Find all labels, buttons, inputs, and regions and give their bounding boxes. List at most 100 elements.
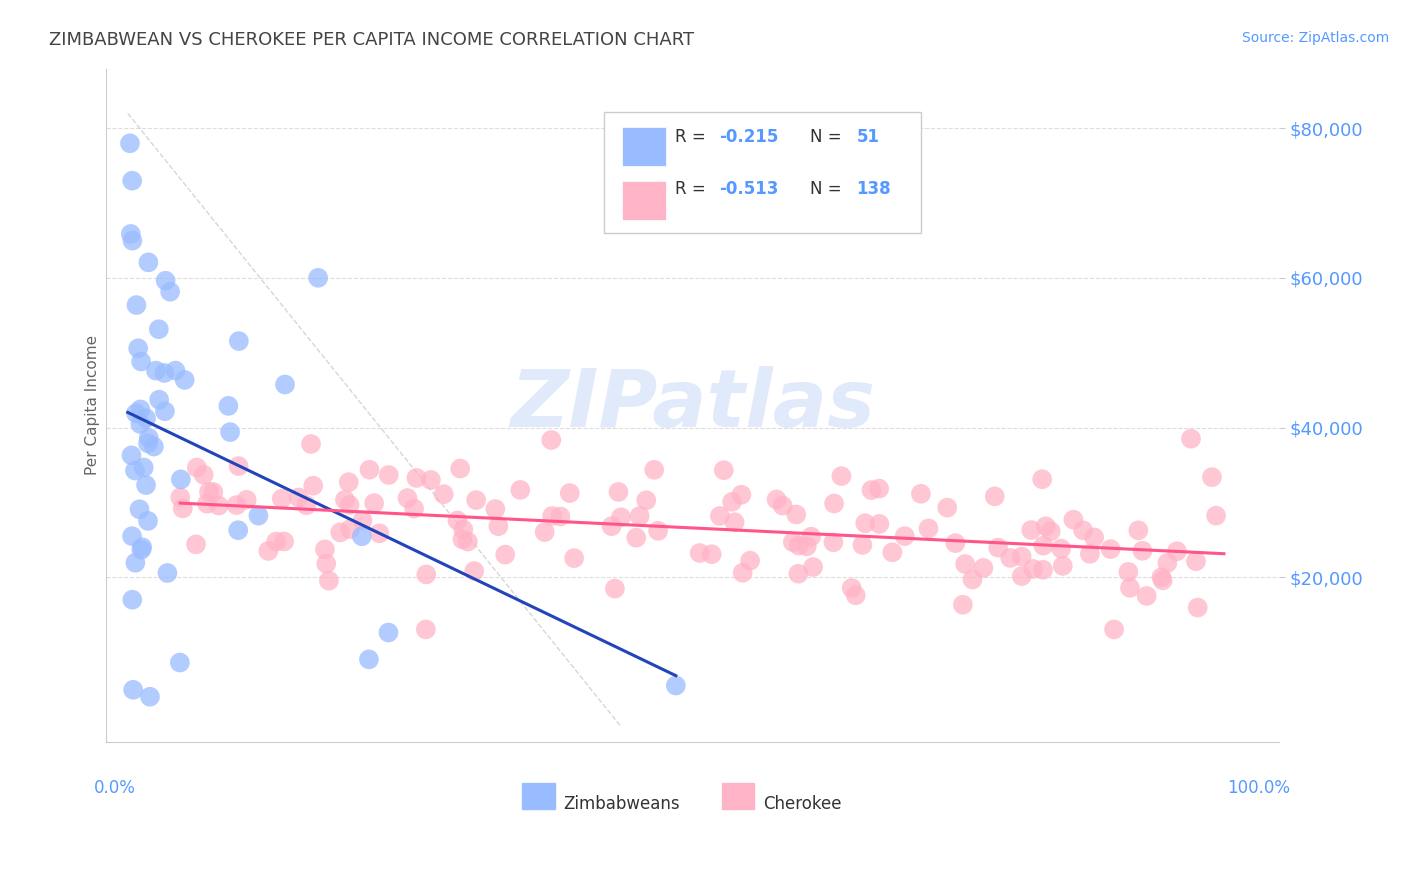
- Point: [121, 234, 143, 248]
- Text: Cherokee: Cherokee: [762, 796, 841, 814]
- Point: [145, 363, 167, 377]
- Point: [299, 437, 322, 451]
- Text: 51: 51: [856, 128, 880, 145]
- Point: [533, 524, 555, 539]
- Point: [153, 366, 176, 380]
- Text: N =: N =: [810, 179, 846, 198]
- Point: [731, 566, 754, 580]
- Point: [1019, 523, 1042, 537]
- Point: [225, 498, 247, 512]
- Point: [125, 406, 148, 420]
- Point: [195, 497, 218, 511]
- Point: [132, 460, 155, 475]
- Point: [273, 534, 295, 549]
- Point: [700, 547, 723, 561]
- Point: [172, 501, 194, 516]
- Point: [193, 467, 215, 482]
- Point: [186, 460, 208, 475]
- Point: [1032, 563, 1054, 577]
- Point: [1078, 547, 1101, 561]
- Text: ZIPatlas: ZIPatlas: [510, 366, 875, 444]
- Point: [1185, 554, 1208, 568]
- Point: [228, 334, 250, 348]
- Point: [124, 556, 146, 570]
- Point: [1128, 524, 1150, 538]
- Y-axis label: Per Capita Income: Per Capita Income: [86, 335, 100, 475]
- Text: -0.215: -0.215: [720, 128, 779, 145]
- Point: [800, 530, 823, 544]
- Point: [156, 566, 179, 580]
- Point: [765, 492, 787, 507]
- Bar: [621, 127, 666, 166]
- Point: [202, 485, 225, 500]
- Point: [148, 392, 170, 407]
- Point: [1011, 569, 1033, 583]
- Point: [128, 502, 150, 516]
- Point: [404, 501, 426, 516]
- Point: [359, 463, 381, 477]
- Point: [139, 690, 162, 704]
- Point: [987, 541, 1010, 555]
- Point: [184, 537, 207, 551]
- Point: [446, 513, 468, 527]
- Point: [709, 508, 731, 523]
- Point: [607, 484, 630, 499]
- Point: [396, 491, 419, 505]
- Point: [122, 682, 145, 697]
- Point: [314, 542, 336, 557]
- Point: [772, 499, 794, 513]
- Point: [1083, 530, 1105, 544]
- Point: [165, 363, 187, 377]
- Point: [1011, 549, 1033, 564]
- Point: [917, 521, 939, 535]
- Point: [882, 545, 904, 559]
- Point: [730, 488, 752, 502]
- Point: [1136, 589, 1159, 603]
- Point: [368, 526, 391, 541]
- Point: [945, 536, 967, 550]
- Point: [138, 431, 160, 445]
- Point: [1201, 470, 1223, 484]
- Point: [118, 136, 141, 151]
- Point: [433, 487, 456, 501]
- Point: [228, 459, 250, 474]
- Point: [910, 487, 932, 501]
- Point: [1156, 556, 1178, 570]
- Point: [339, 498, 361, 512]
- Point: [801, 560, 824, 574]
- Point: [1132, 543, 1154, 558]
- Point: [823, 535, 845, 549]
- Point: [131, 540, 153, 554]
- Point: [451, 533, 474, 547]
- Point: [486, 519, 509, 533]
- Point: [247, 508, 270, 523]
- Point: [628, 509, 651, 524]
- Point: [148, 322, 170, 336]
- Point: [610, 510, 633, 524]
- Point: [377, 468, 399, 483]
- Point: [1000, 551, 1022, 566]
- Point: [1032, 539, 1054, 553]
- Point: [1035, 519, 1057, 533]
- Point: [509, 483, 531, 497]
- Point: [1150, 570, 1173, 584]
- Point: [129, 542, 152, 557]
- Point: [173, 373, 195, 387]
- Point: [1031, 472, 1053, 486]
- Point: [129, 402, 152, 417]
- Point: [984, 489, 1007, 503]
- Point: [796, 540, 818, 554]
- Point: [159, 285, 181, 299]
- Point: [453, 523, 475, 537]
- Point: [972, 561, 994, 575]
- Point: [636, 493, 658, 508]
- Text: -0.513: -0.513: [720, 179, 779, 198]
- Point: [830, 469, 852, 483]
- Point: [1152, 574, 1174, 588]
- Point: [377, 625, 399, 640]
- Point: [270, 491, 292, 506]
- Point: [169, 491, 191, 505]
- Point: [405, 471, 427, 485]
- Point: [287, 491, 309, 505]
- Point: [1118, 565, 1140, 579]
